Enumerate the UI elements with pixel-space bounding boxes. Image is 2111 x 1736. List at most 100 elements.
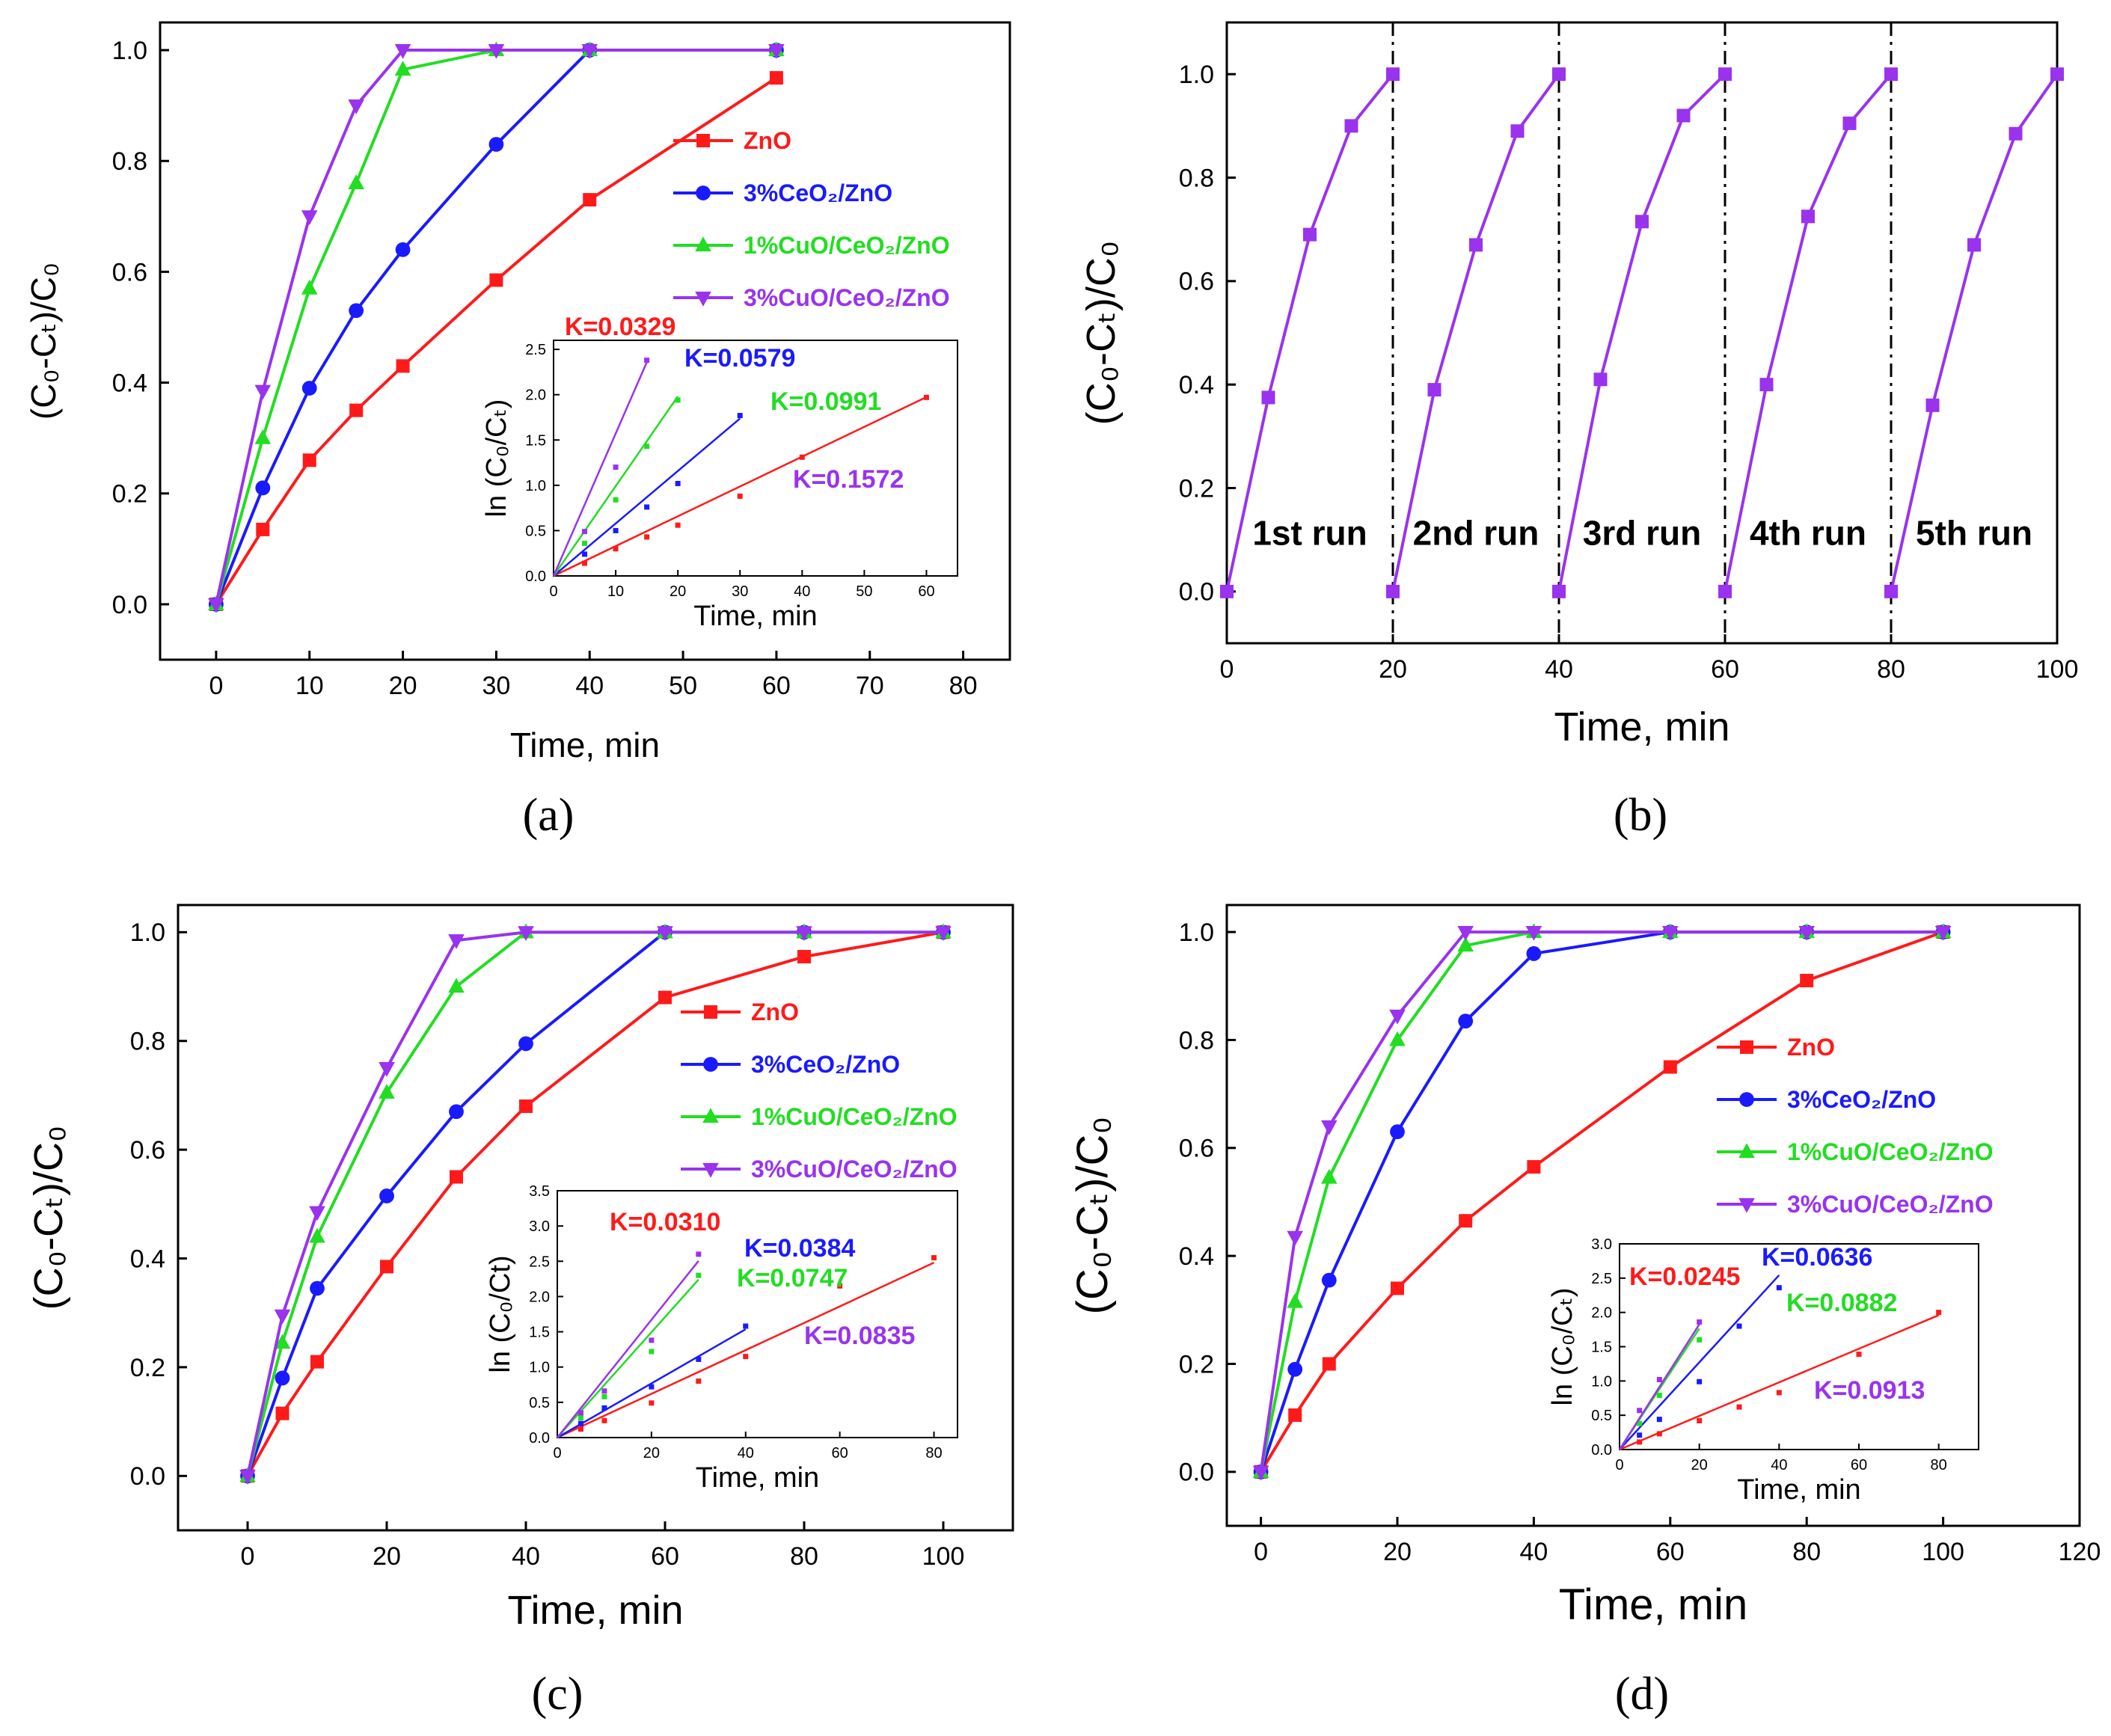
y-tick-label: 0.0: [130, 1462, 165, 1491]
run-label: 4th run: [1750, 514, 1866, 553]
x-tick-label: 100: [922, 1542, 965, 1571]
legend-entry: 3%CeO₂/ZnO: [751, 1051, 900, 1078]
plot-frame: [557, 1190, 958, 1438]
inset-y-axis-label: ln (C₀/Cₜ): [1547, 1288, 1578, 1406]
inset-point: [613, 464, 619, 470]
panel-caption: (c): [532, 1669, 583, 1720]
data-point: [1593, 372, 1608, 387]
x-tick-label: 80: [1931, 1457, 1947, 1473]
inset-point: [923, 394, 929, 400]
x-tick-label: 50: [669, 672, 697, 700]
data-point: [1738, 1197, 1755, 1213]
data-point: [274, 1334, 291, 1349]
x-tick-label: 20: [1379, 655, 1407, 684]
series-line: [214, 49, 776, 605]
fit-line: [553, 417, 741, 577]
data-point: [518, 1036, 533, 1052]
data-point: [1458, 1013, 1474, 1029]
inset-point: [577, 1426, 583, 1432]
y-tick-label: 0.4: [1179, 1242, 1214, 1271]
data-point: [703, 1057, 718, 1072]
y-tick-label: 0.6: [1179, 1135, 1214, 1163]
x-tick-label: 50: [856, 583, 872, 600]
data-point: [1718, 67, 1732, 82]
inset-point: [649, 1349, 655, 1355]
k-label: K=0.1572: [793, 465, 904, 494]
inset-point: [577, 1420, 583, 1426]
y-tick-label: 0.0: [1179, 578, 1214, 607]
inset-point: [649, 1337, 655, 1343]
y-tick-label: 0.0: [112, 591, 147, 619]
inset-x-axis-label: Time, min: [693, 601, 817, 632]
x-tick-label: 0: [553, 1445, 561, 1462]
inset-point: [675, 397, 681, 403]
y-tick-label: 1.5: [525, 432, 546, 449]
y-tick-label: 0.8: [1179, 1026, 1214, 1055]
y-tick-label: 1.5: [529, 1325, 550, 1341]
data-point: [1391, 1281, 1404, 1295]
panel-caption: (a): [523, 790, 575, 841]
y-tick-label: 2.0: [529, 1289, 550, 1305]
x-tick-label: 10: [295, 672, 324, 700]
data-point: [349, 303, 364, 319]
data-point: [379, 1061, 395, 1077]
y-tick-label: 0.0: [1591, 1442, 1612, 1459]
x-tick-label: 20: [1691, 1457, 1708, 1473]
data-point: [448, 934, 465, 949]
x-tick-label: 100: [1922, 1538, 1964, 1566]
y-tick-label: 1.0: [130, 918, 165, 947]
y-tick-label: 0.0: [529, 1430, 550, 1447]
legend-entry: 3%CuO/CeO₂/ZnO: [1787, 1191, 1994, 1218]
y-tick-label: 0.0: [1179, 1459, 1214, 1487]
panel-caption: (b): [1614, 790, 1667, 841]
x-tick-label: 120: [2059, 1538, 2101, 1566]
inset-point: [1776, 1285, 1782, 1291]
x-tick-label: 100: [2036, 655, 2079, 684]
fit-line: [552, 396, 679, 577]
legend-entry: 1%CuO/CeO₂/ZnO: [1787, 1138, 1994, 1165]
inset-point: [1736, 1404, 1742, 1410]
data-point: [396, 359, 410, 373]
data-point: [488, 43, 505, 59]
inset-point: [1697, 1418, 1703, 1423]
fit-line: [557, 1328, 747, 1439]
plot-frame: [553, 340, 958, 577]
y-tick-label: 0.2: [1179, 1350, 1214, 1378]
data-point: [449, 1104, 464, 1120]
data-point: [394, 61, 411, 76]
y-tick-label: 1.0: [1179, 61, 1214, 89]
data-point: [275, 1370, 290, 1386]
x-axis-label: Time, min: [1559, 1580, 1747, 1629]
inset-point: [644, 444, 650, 450]
data-point: [380, 1260, 393, 1274]
legend-entry: 3%CeO₂/ZnO: [744, 180, 892, 206]
data-point: [1801, 209, 1815, 224]
data-point: [1967, 238, 1981, 252]
data-point: [702, 1108, 719, 1123]
x-tick-label: 0: [549, 583, 557, 600]
plot-frame: [1225, 904, 2081, 1527]
data-point: [488, 137, 504, 152]
k-label: K=0.0882: [1786, 1289, 1897, 1317]
panel-c: 0 20 40 60 80 100 0.0 0.2 0.4 0.6 0.8 1.0 Time, min (…: [26, 904, 1014, 1720]
legend-entry: ZnO: [744, 127, 791, 154]
x-tick-label: 60: [651, 1542, 679, 1571]
data-point: [1738, 1143, 1755, 1159]
y-tick-label: 2.5: [1591, 1271, 1612, 1287]
data-point: [1552, 67, 1566, 82]
x-tick-label: 0: [1615, 1457, 1623, 1473]
data-point: [1718, 584, 1732, 598]
data-point: [1676, 108, 1691, 123]
y-tick-label: 3.0: [529, 1218, 550, 1235]
y-tick-label: 1.5: [1591, 1340, 1612, 1356]
x-tick-label: 0: [1220, 655, 1234, 684]
y-tick-label: 0.6: [1179, 268, 1214, 296]
run-label: 3rd run: [1583, 514, 1701, 553]
inset-point: [1776, 1390, 1782, 1396]
y-axis-label: (C₀-Cₜ)/C₀: [1068, 1117, 1117, 1315]
inset-point: [931, 1255, 937, 1261]
inset-point: [1637, 1408, 1643, 1414]
data-point: [1220, 584, 1234, 598]
k-label: K=0.0245: [1629, 1263, 1740, 1291]
